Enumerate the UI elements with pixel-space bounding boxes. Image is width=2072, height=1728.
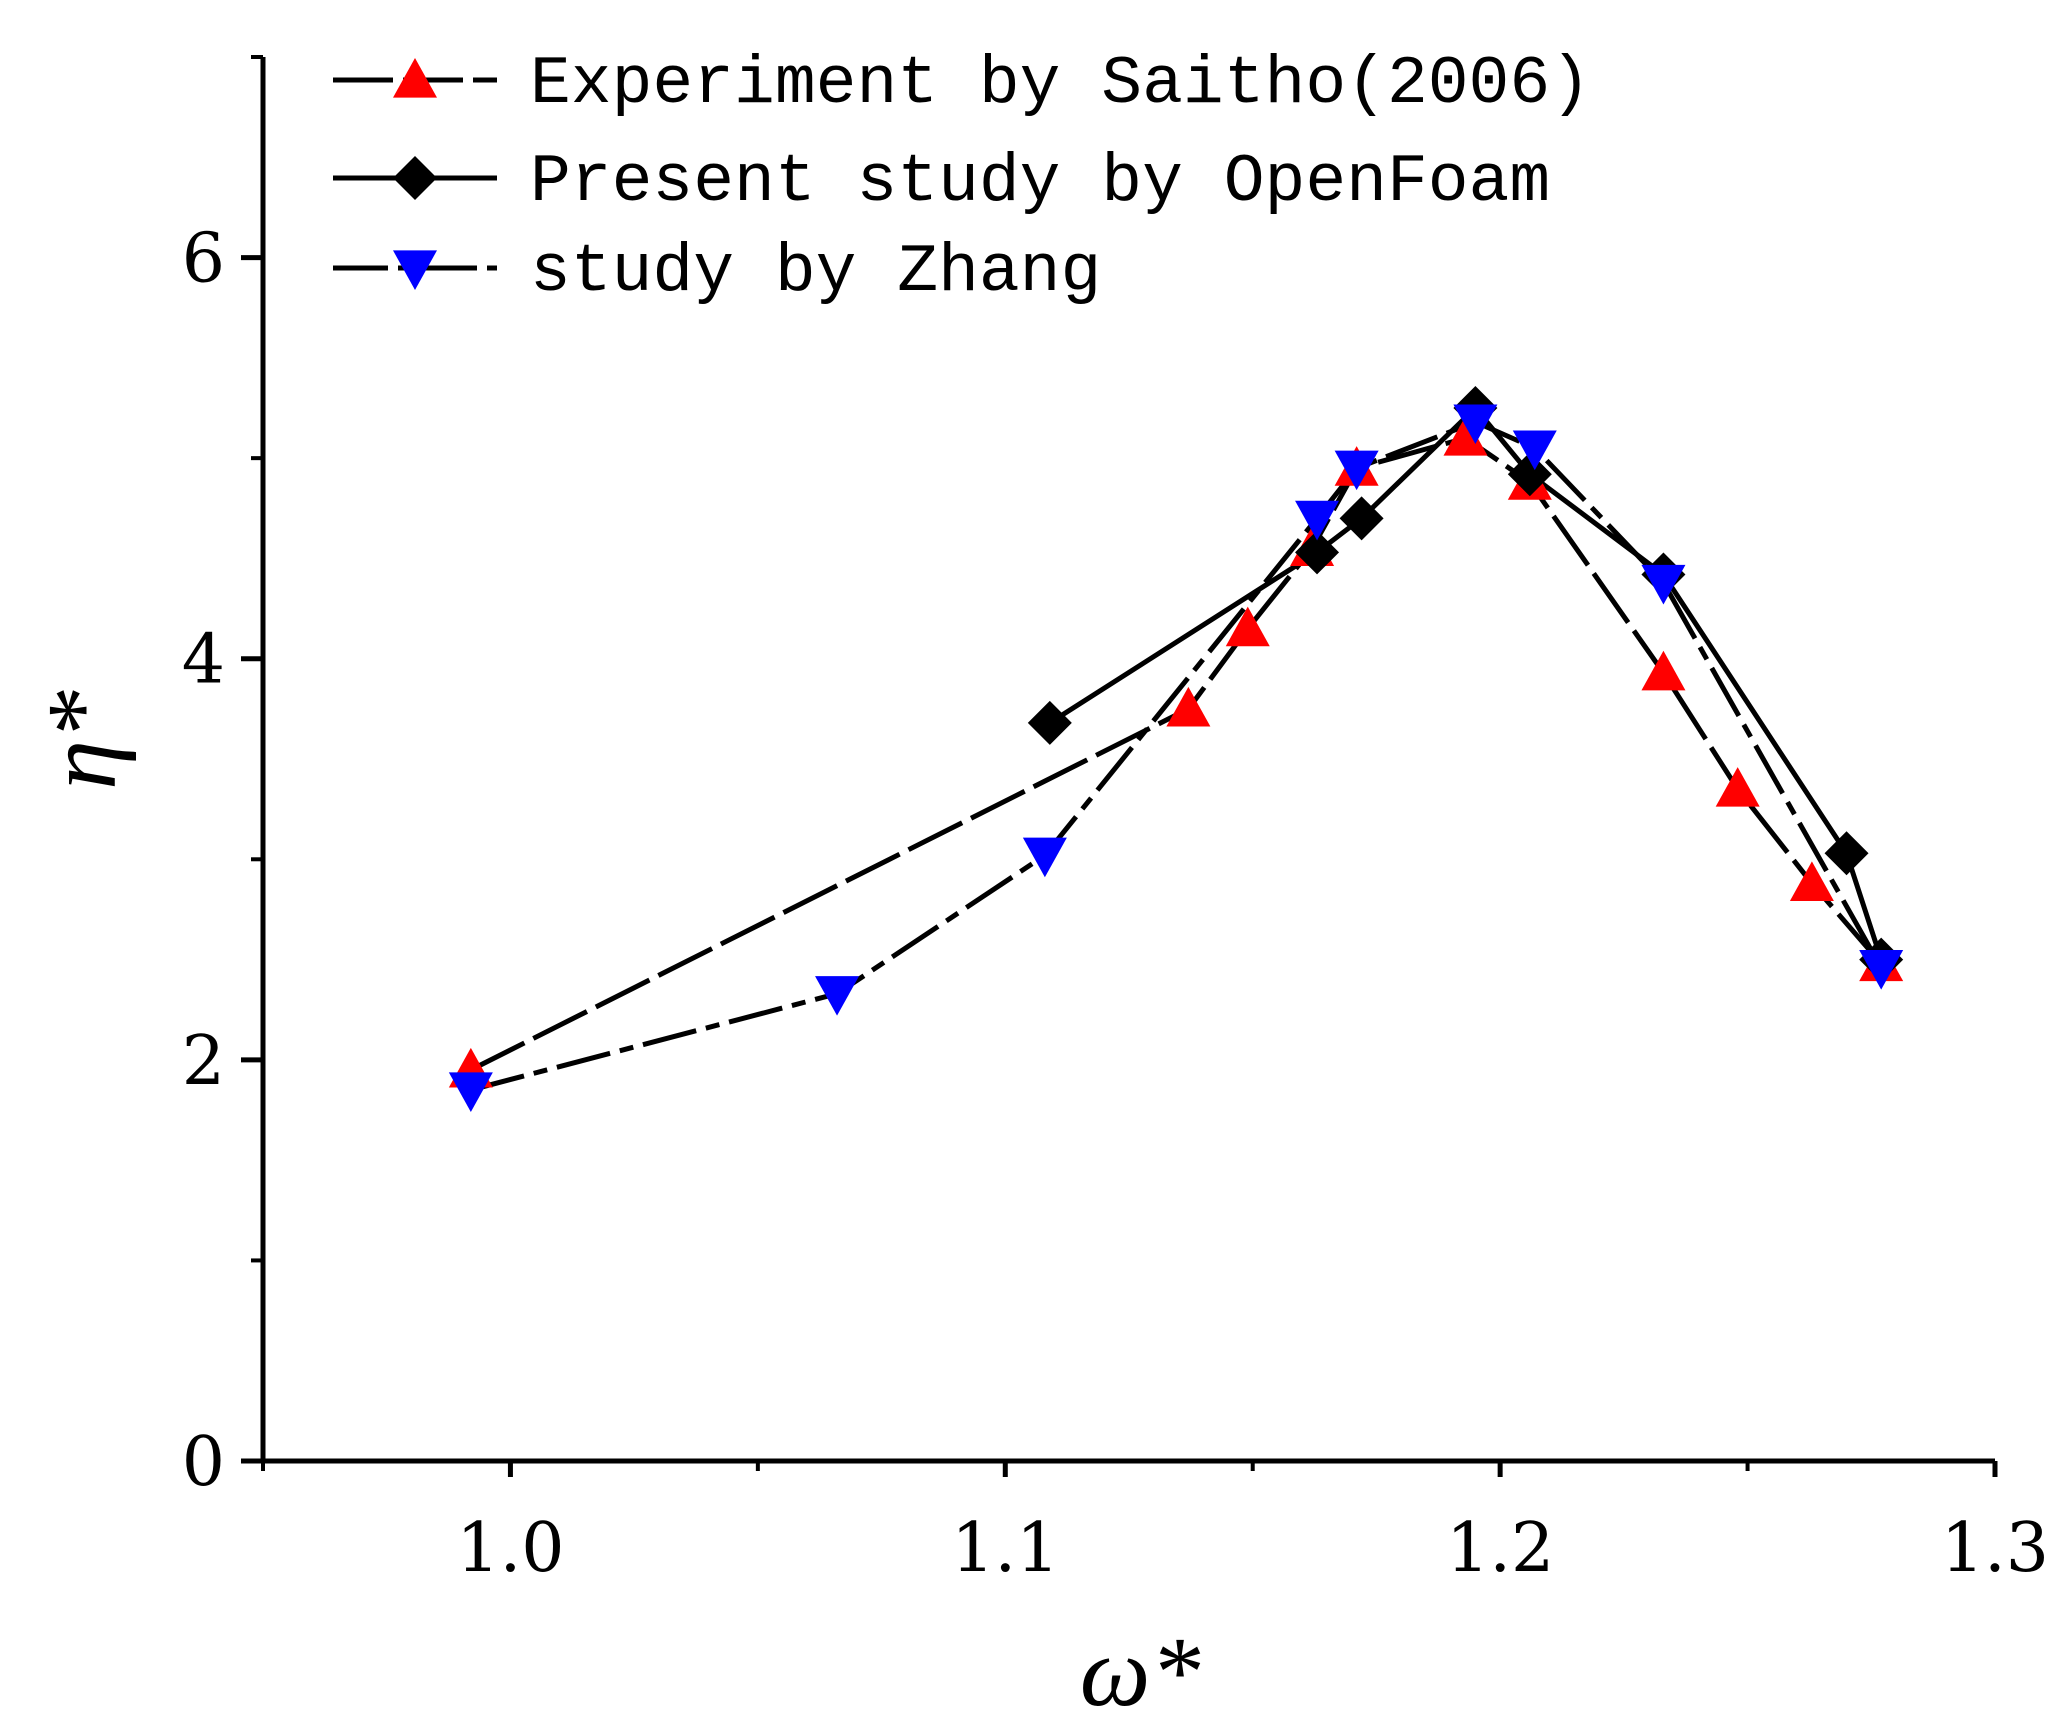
data-point-series-2 [1453,404,1498,445]
legend-label-1: Present study by OpenFoam [530,144,1550,221]
x-tick-label: 1.2 [1446,1509,1554,1588]
series-line-2 [470,419,1884,1093]
data-point-series-2 [1641,564,1686,605]
ticks: 1.0 1.1 1.2 1.3 0 2 4 6 [182,55,2049,1588]
data-point-series-2 [1334,450,1379,491]
data-point-series-1 [1339,496,1384,541]
axes [260,57,1995,1464]
x-tick-label: 1.1 [951,1509,1059,1588]
data-point-series-0 [1715,767,1760,807]
data-point-series-2 [448,1072,493,1112]
data-point-series-0 [1225,606,1270,647]
legend-marker-1 [393,156,437,200]
data-point-series-1 [1824,831,1869,876]
series-lines [469,405,1884,1093]
legend-marker-2 [393,250,437,290]
y-tick-label: 0 [182,1423,225,1502]
x-tick-label: 1.0 [456,1509,564,1588]
data-point-series-0 [1166,686,1211,727]
legend-label-2: study by Zhang [530,234,1101,311]
data-point-series-0 [1789,861,1834,901]
y-tick-label: 2 [182,1022,225,1101]
legend-marker-0 [393,58,437,98]
series-markers [448,386,1904,1112]
legend: Experiment by Saitho(2006) Present study … [333,46,1591,311]
y-axis-title: η* [26,690,137,790]
data-point-series-0 [1641,650,1686,691]
data-point-series-2 [815,976,860,1016]
data-point-series-1 [1295,530,1340,575]
data-point-series-1 [1507,452,1552,497]
data-point-series-0 [1443,416,1488,456]
data-point-series-1 [1027,700,1072,745]
legend-label-0: Experiment by Saitho(2006) [530,46,1591,123]
series-line-0 [469,435,1884,1073]
data-point-series-2 [1859,949,1904,990]
y-tick-label: 4 [182,621,225,700]
y-tick-label: 6 [182,220,225,299]
data-point-series-2 [1295,500,1340,541]
x-tick-label: 1.3 [1941,1509,2049,1588]
series-line-1 [1048,405,1884,961]
data-point-series-2 [1512,430,1557,471]
x-axis-title: ω* [1080,1616,1201,1727]
data-point-series-2 [1022,837,1067,878]
